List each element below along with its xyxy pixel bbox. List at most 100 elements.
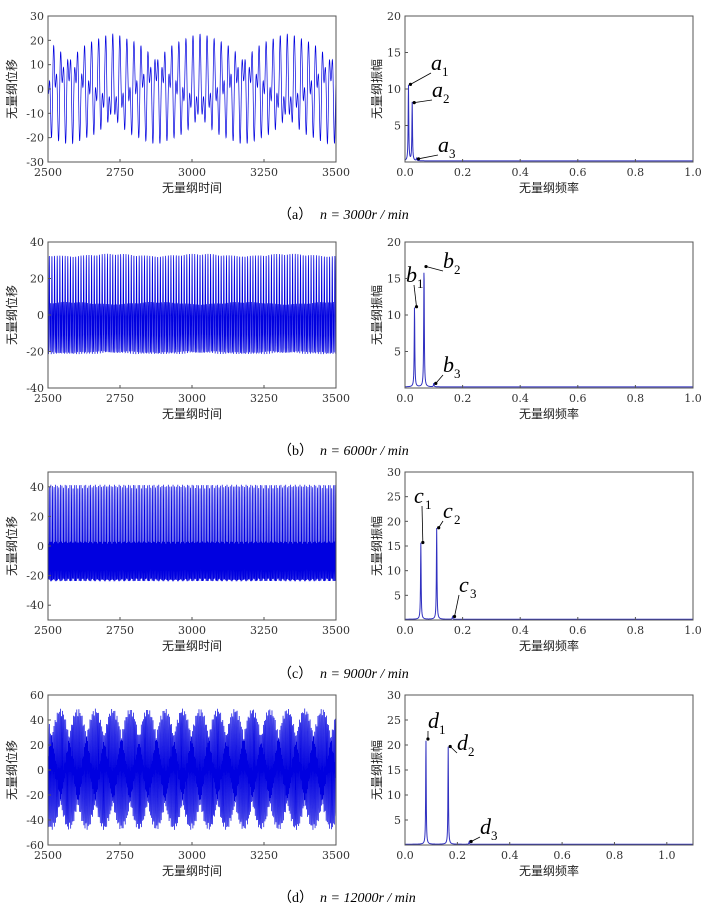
x-tick-label: 0.4 [501,849,519,862]
y-tick-label: 5 [394,814,401,827]
spectrum-line [405,740,693,845]
spectrum-line [405,527,693,620]
y-tick-label: 5 [394,589,401,602]
panel-c-time: 2500 2750 3000 3250 3500 -40 -20 0 20 40 无量纲时间 无量纲位… [4,471,350,653]
x-axis-label: 无量纲时间 [162,864,222,878]
peak-label-subscript: 3 [449,146,456,161]
x-tick-label: 2500 [34,392,62,405]
y-tick-label: 20 [30,34,44,47]
peak-label: a [431,50,442,75]
y-tick-label: 25 [387,491,401,504]
x-tick-label: 3250 [250,392,278,405]
y-tick-label: -40 [26,814,44,827]
peak-label: a [432,77,443,102]
x-tick-label: 2750 [106,624,134,637]
x-tick-label: 0.8 [606,849,624,862]
arrowhead-icon [424,264,428,269]
peak-label-subscript: 2 [443,91,450,106]
y-tick-label: 40 [30,714,44,727]
y-tick-label: -20 [26,132,44,145]
y-tick-label: 20 [30,273,44,286]
x-tick-label: 0.6 [569,166,587,179]
peak-label: d [457,730,469,755]
panel-b-spectrum: b 1b 2b 30.0 0.2 0.4 0.6 0.8 1.05101520无量纲频率无量纲振… [369,236,702,421]
x-tick-label: 0.8 [627,166,645,179]
x-tick-label: 1.0 [684,166,702,179]
x-tick-label: 0.2 [449,849,467,862]
y-tick-label: 0 [37,309,44,322]
y-tick-label: 10 [387,565,401,578]
x-axis-label: 无量纲频率 [519,638,579,653]
y-axis-label: 无量纲位移 [4,285,19,345]
y-tick-label: 20 [387,236,401,249]
arrowhead-icon [408,82,413,86]
x-tick-label: 0.6 [553,849,571,862]
y-tick-label: 20 [387,10,401,23]
x-tick-label: 3000 [178,849,206,862]
peak-arrow [454,594,460,617]
peak-label-subscript: 2 [468,744,475,759]
y-axis-label: 无量纲位移 [4,516,19,576]
peak-label-subscript: 2 [454,262,461,277]
peak-label-subscript: 1 [439,722,446,737]
panel-a-spectrum: a 1a 2a 30.0 0.2 0.4 0.6 0.8 1.05101520无量纲频率无量纲振… [369,10,702,195]
peak-label: a [438,132,449,157]
x-axis-label: 无量纲频率 [519,180,579,195]
peak-arrow [470,836,481,842]
y-axis-label: 无量纲振幅 [369,516,384,576]
x-tick-label: 3250 [250,624,278,637]
peak-label: b [443,248,454,273]
signal-line [47,708,337,830]
x-tick-label: 1.0 [658,849,676,862]
peak-arrow [421,505,424,543]
arrowhead-icon [469,839,473,844]
x-tick-label: 0.2 [454,166,472,179]
y-tick-label: 10 [387,309,401,322]
peak-arrow [410,72,432,85]
caption-tag: （d） [278,890,313,906]
x-tick-label: 0.0 [396,624,414,637]
spectrum-line [404,84,693,162]
y-tick-label: -40 [26,382,44,395]
x-tick-label: 3250 [250,849,278,862]
peak-label-subscript: 3 [454,366,461,381]
x-tick-label: 0.4 [511,166,529,179]
y-tick-label: 60 [30,689,44,702]
y-tick-label: 15 [387,764,401,777]
arrowhead-icon [434,381,438,385]
y-axis-label: 无量纲振幅 [369,740,384,800]
panel-a-time: 2500 2750 3000 3250 3500 -30 -20 -10 0 10 20 30 无量纲时… [4,10,350,195]
peak-label: d [480,814,492,839]
x-tick-label: 3500 [322,392,350,405]
x-axis-label: 无量纲时间 [162,639,222,653]
y-tick-label: 20 [30,510,44,523]
y-tick-label: -30 [26,156,44,169]
caption-formula: n = 6000r / min [320,444,409,459]
x-tick-label: 0.6 [569,624,587,637]
x-tick-label: 0.0 [396,392,414,405]
x-tick-label: 3500 [322,624,350,637]
y-tick-label: -20 [26,570,44,583]
y-tick-label: 30 [387,466,401,479]
x-tick-label: 0.0 [396,849,414,862]
x-tick-label: 0.6 [569,392,587,405]
signal-line [47,484,337,582]
arrowhead-icon [421,540,425,545]
peak-label-subscript: 3 [470,586,477,601]
y-tick-label: 40 [30,236,44,249]
y-tick-label: 10 [387,83,401,96]
axes-frame [404,471,694,621]
x-tick-label: 3500 [322,166,350,179]
x-tick-label: 0.4 [511,392,529,405]
peak-label: c [414,483,424,508]
panel-d-time: 2500 2750 3000 3250 3500 -60 -40 -20 0 20 40 60 无量纲时… [4,689,350,878]
spectrum-line [404,272,693,388]
x-tick-label: 0.2 [454,624,472,637]
x-tick-label: 2500 [34,624,62,637]
y-tick-label: -40 [26,599,44,612]
peak-label-subscript: 3 [491,828,498,843]
y-tick-label: 0 [37,83,44,96]
peak-label: b [406,262,417,287]
y-tick-label: 20 [387,515,401,528]
signal-line [47,253,337,355]
